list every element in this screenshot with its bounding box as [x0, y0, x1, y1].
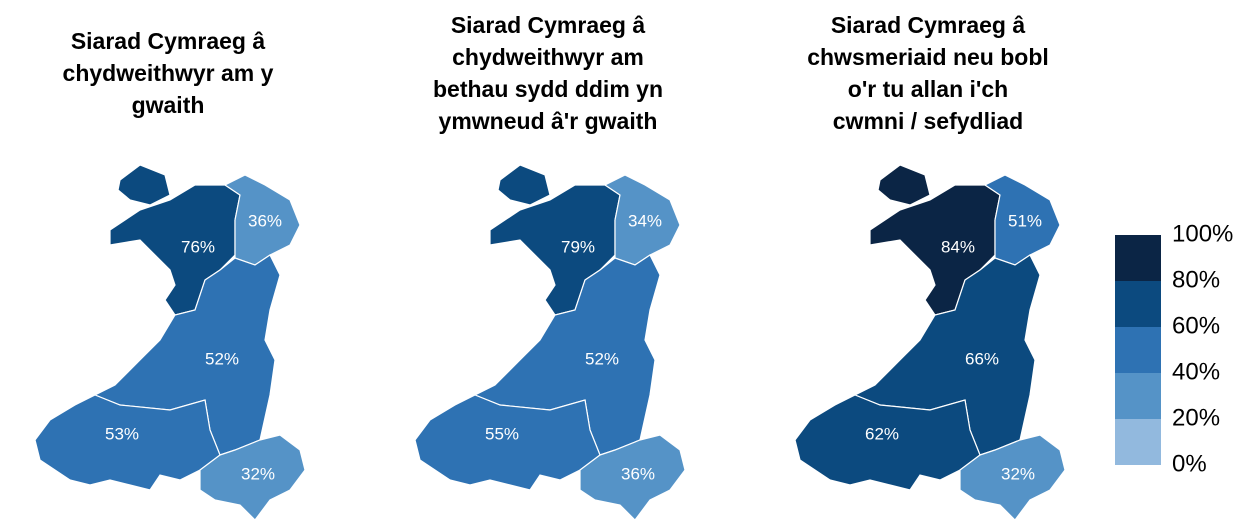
legend-swatch	[1115, 373, 1161, 419]
panel-title: ymwneud â'r gwaith	[439, 108, 658, 134]
panel-title: chwsmeriaid neu bobl	[807, 44, 1049, 70]
region-label: 79%	[561, 237, 595, 256]
region-label: 32%	[1001, 464, 1035, 483]
region	[414, 394, 601, 491]
region-label: 52%	[585, 349, 619, 368]
region	[603, 174, 681, 266]
region	[794, 394, 981, 491]
panel-title: chydweithwyr am y	[63, 60, 274, 86]
region	[199, 434, 306, 521]
region-label: 36%	[621, 464, 655, 483]
legend-label: 100%	[1172, 220, 1233, 247]
region-label: 66%	[965, 349, 999, 368]
region-label: 34%	[628, 211, 662, 230]
region	[983, 174, 1061, 266]
region-label: 76%	[181, 237, 215, 256]
panel-title: bethau sydd ddim yn	[433, 76, 663, 102]
region	[579, 434, 686, 521]
region	[34, 394, 221, 491]
region-label: 55%	[485, 424, 519, 443]
legend-label: 40%	[1172, 358, 1220, 385]
region	[959, 434, 1066, 521]
panel-title: o'r tu allan i'ch	[848, 76, 1008, 102]
region-label: 32%	[241, 464, 275, 483]
panel-title: cwmni / sefydliad	[833, 108, 1023, 134]
legend-label: 80%	[1172, 266, 1220, 293]
panel-title: Siarad Cymraeg â	[71, 28, 266, 54]
panel-title: chydweithwyr am	[452, 44, 644, 70]
legend-swatch	[1115, 281, 1161, 327]
panel-title: gwaith	[132, 92, 205, 118]
region-label: 84%	[941, 237, 975, 256]
region-label: 52%	[205, 349, 239, 368]
region	[109, 164, 241, 316]
legend-label: 20%	[1172, 404, 1220, 431]
panel-title: Siarad Cymraeg â	[831, 12, 1026, 38]
region-label: 53%	[105, 424, 139, 443]
region-label: 62%	[865, 424, 899, 443]
panel-title: Siarad Cymraeg â	[451, 12, 646, 38]
legend-swatch	[1115, 327, 1161, 373]
legend-swatch	[1115, 419, 1161, 465]
legend-swatch	[1115, 235, 1161, 281]
region	[223, 174, 301, 266]
region-label: 51%	[1008, 211, 1042, 230]
legend-label: 0%	[1172, 450, 1207, 477]
legend-label: 60%	[1172, 312, 1220, 339]
region-label: 36%	[248, 211, 282, 230]
